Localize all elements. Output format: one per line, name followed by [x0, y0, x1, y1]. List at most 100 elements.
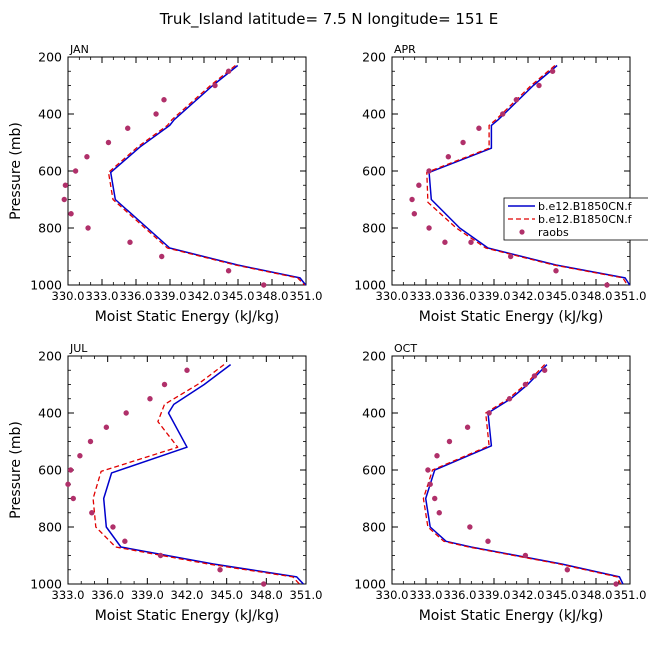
x-tick-label: 348.0	[580, 588, 613, 602]
raobs-point	[161, 97, 167, 103]
x-tick-label: 348.0	[250, 588, 283, 602]
x-axis-label: Moist Static Energy (kJ/kg)	[95, 309, 280, 325]
raobs-point	[425, 467, 431, 473]
y-tick-label: 800	[38, 520, 62, 535]
series-line-model2	[422, 364, 622, 585]
raobs-point	[513, 97, 520, 103]
x-axis-label: Moist Static Energy (kJ/kg)	[95, 608, 280, 624]
y-axis-label: Pressure (mb)	[8, 421, 24, 519]
raobs-point	[62, 182, 69, 188]
x-tick-label: 339.0	[154, 289, 187, 303]
raobs-point	[147, 396, 153, 402]
series-line-model1	[424, 364, 624, 585]
y-tick-label: 800	[38, 221, 62, 236]
raobs-point	[153, 111, 159, 117]
x-tick-label: 336.0	[444, 289, 477, 303]
panel-title: JAN	[69, 43, 89, 56]
raobs-point	[564, 567, 571, 573]
y-tick-label: 800	[362, 520, 386, 535]
x-tick-label: 336.0	[91, 588, 124, 602]
raobs-point	[467, 524, 473, 530]
raobs-point	[411, 211, 418, 217]
x-tick-label: 333.0	[410, 289, 443, 303]
raobs-point	[159, 253, 165, 260]
x-tick-label: 342.0	[188, 289, 221, 303]
x-tick-label: 345.0	[222, 289, 255, 303]
raobs-point	[261, 282, 267, 288]
raobs-point	[476, 125, 482, 131]
raobs-point	[427, 481, 433, 487]
raobs-point	[436, 510, 442, 516]
y-tick-label: 1000	[354, 278, 386, 293]
raobs-point	[84, 154, 90, 160]
plot-frame	[67, 56, 307, 286]
raobs-point	[72, 168, 79, 174]
y-tick-label: 800	[362, 221, 386, 236]
y-tick-label: 400	[362, 107, 386, 122]
figure-title: Truk_Island latitude= 7.5 N longitude= 1…	[159, 10, 499, 29]
raobs-point	[184, 367, 190, 373]
y-tick-label: 200	[38, 349, 62, 364]
x-tick-label: 330.0	[52, 289, 85, 303]
legend: b.e12.B1850CN.f b.e12.B1850CN.f raobs	[503, 197, 648, 241]
series-line-model1	[109, 64, 307, 286]
raobs-point	[485, 538, 491, 544]
legend-marker-raobs	[519, 229, 525, 235]
x-tick-label: 348.0	[256, 289, 289, 303]
raobs-point	[85, 225, 91, 231]
raobs-point	[67, 467, 74, 473]
raobs-point	[442, 239, 448, 245]
raobs-point	[110, 524, 116, 530]
y-tick-label: 600	[362, 164, 386, 179]
raobs-point	[105, 139, 112, 146]
raobs-point	[549, 68, 556, 74]
raobs-point	[522, 381, 529, 388]
raobs-point	[65, 481, 71, 487]
y-tick-label: 600	[362, 463, 386, 478]
legend-label-model2: b.e12.B1850CN.f	[538, 213, 633, 226]
y-tick-label: 600	[38, 463, 62, 478]
y-tick-label: 200	[362, 50, 386, 65]
raobs-point	[225, 268, 232, 274]
series-line-model2	[92, 364, 300, 585]
y-tick-label: 1000	[354, 577, 386, 592]
x-tick-label: 339.0	[478, 289, 511, 303]
y-tick-label: 1000	[30, 278, 62, 293]
x-tick-label: 339.0	[478, 588, 511, 602]
series-line-model2	[107, 64, 305, 286]
x-tick-label: 333.0	[410, 588, 443, 602]
raobs-point	[260, 581, 267, 587]
raobs-point	[217, 567, 223, 573]
raobs-point	[89, 510, 95, 516]
series-line-model2	[426, 65, 628, 286]
y-axis-label: Pressure (mb)	[8, 122, 24, 220]
x-tick-label: 342.0	[512, 588, 545, 602]
raobs-point	[434, 453, 440, 459]
raobs-point	[61, 196, 67, 203]
panel-title: OCT	[394, 342, 417, 355]
x-tick-label: 348.0	[580, 289, 613, 303]
x-tick-label: 333.0	[86, 289, 119, 303]
x-tick-label: 339.0	[131, 588, 164, 602]
panel-title: JUL	[69, 342, 88, 355]
y-tick-label: 600	[38, 164, 62, 179]
raobs-point	[125, 125, 131, 131]
raobs-point	[446, 438, 453, 445]
y-tick-label: 400	[362, 406, 386, 421]
x-tick-label: 342.0	[512, 289, 545, 303]
raobs-point	[426, 168, 432, 174]
x-tick-label: 351.0	[614, 588, 647, 602]
x-axis-label: Moist Static Energy (kJ/kg)	[419, 309, 604, 325]
raobs-point	[536, 82, 542, 89]
raobs-point	[103, 424, 110, 430]
raobs-point	[500, 111, 506, 117]
raobs-point	[416, 182, 422, 188]
x-tick-label: 336.0	[444, 588, 477, 602]
x-tick-label: 351.0	[290, 588, 323, 602]
x-tick-label: 330.0	[376, 588, 409, 602]
raobs-point	[157, 552, 164, 559]
raobs-point	[460, 139, 466, 146]
